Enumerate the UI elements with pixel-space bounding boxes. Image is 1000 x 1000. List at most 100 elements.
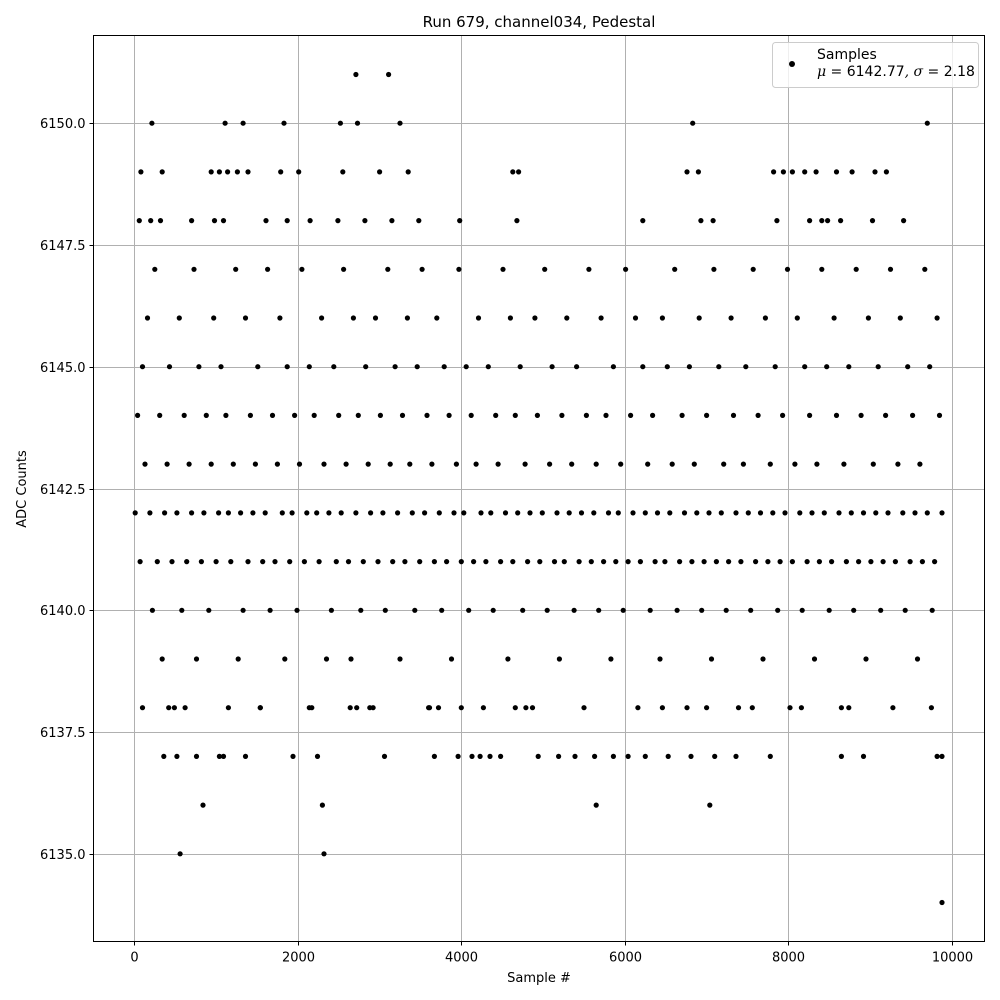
data-point <box>608 656 614 662</box>
data-point <box>296 461 303 467</box>
data-point <box>444 559 450 565</box>
data-point <box>485 364 491 370</box>
data-point <box>934 315 940 321</box>
data-point <box>939 510 945 516</box>
data-point <box>635 705 641 711</box>
data-point <box>603 412 609 418</box>
data-point <box>598 315 604 321</box>
data-point <box>613 559 619 565</box>
data-point <box>284 218 290 224</box>
data-point <box>544 607 550 613</box>
data-point <box>706 510 712 516</box>
data-point <box>149 120 155 126</box>
data-point <box>849 169 855 175</box>
data-point <box>711 266 717 272</box>
data-point <box>397 656 403 662</box>
legend-mean: 6142.77 <box>847 64 905 80</box>
data-point <box>743 364 749 370</box>
data-point <box>838 705 845 711</box>
data-point <box>716 364 722 370</box>
data-point <box>164 461 170 467</box>
data-point <box>405 169 411 175</box>
data-point <box>347 705 353 711</box>
data-point <box>157 218 164 224</box>
data-point <box>222 120 228 126</box>
data-point <box>355 412 361 418</box>
data-point <box>755 412 761 418</box>
data-point <box>448 656 455 662</box>
legend-box <box>772 42 979 88</box>
legend-sigma-prefix: , σ = <box>905 64 944 80</box>
data-point <box>642 510 648 516</box>
data-point <box>665 753 671 760</box>
data-point <box>166 705 172 711</box>
data-point <box>326 510 332 516</box>
data-point <box>389 218 395 224</box>
data-point <box>532 315 538 321</box>
data-point <box>480 705 486 711</box>
data-point <box>816 559 823 565</box>
data-point <box>208 461 214 467</box>
data-point <box>694 510 700 516</box>
data-point <box>745 510 751 516</box>
data-point <box>851 607 857 613</box>
data-point <box>382 607 388 613</box>
data-point <box>873 510 879 516</box>
data-point <box>596 607 602 613</box>
data-point <box>688 753 694 760</box>
data-point <box>628 412 634 418</box>
y-tick-label: 6140.0 <box>40 604 86 619</box>
data-point <box>652 559 658 565</box>
data-point <box>664 364 670 370</box>
data-point <box>367 705 373 711</box>
data-point <box>704 705 710 711</box>
x-axis-label: Sample # <box>507 971 571 986</box>
y-tick-label: 6147.5 <box>40 239 86 254</box>
data-point <box>136 218 142 224</box>
data-point <box>919 559 926 565</box>
data-point <box>176 315 182 321</box>
data-point <box>451 510 457 516</box>
data-point <box>350 315 356 321</box>
data-point <box>240 120 246 126</box>
data-point <box>260 559 266 565</box>
data-point <box>314 510 320 516</box>
data-point <box>372 315 379 321</box>
data-point <box>290 753 296 760</box>
data-point <box>340 169 346 175</box>
data-point <box>838 753 845 760</box>
data-point <box>858 412 864 418</box>
data-point <box>593 802 599 808</box>
y-tick-label: 6135.0 <box>40 848 86 863</box>
x-tick-label: 0 <box>130 951 138 966</box>
data-point <box>733 510 739 516</box>
data-point <box>139 364 146 370</box>
data-point <box>463 364 469 370</box>
data-point <box>650 412 656 418</box>
data-point <box>385 266 391 272</box>
data-point <box>404 315 410 321</box>
data-point <box>583 412 590 418</box>
data-point <box>475 315 482 321</box>
data-point <box>798 705 805 711</box>
data-point <box>642 753 648 760</box>
data-point <box>863 656 869 662</box>
data-point <box>434 315 440 321</box>
data-point <box>592 753 598 760</box>
data-point <box>802 364 808 370</box>
data-point <box>771 169 777 175</box>
data-point <box>760 656 766 662</box>
data-point <box>161 753 167 760</box>
data-point <box>910 412 916 418</box>
data-point <box>477 753 483 760</box>
data-point <box>554 510 560 516</box>
data-point <box>515 510 521 516</box>
data-point <box>749 705 755 711</box>
data-point <box>289 510 295 516</box>
data-point <box>939 899 945 906</box>
data-point <box>397 120 403 126</box>
data-point <box>929 607 935 613</box>
data-point <box>490 607 496 613</box>
data-point <box>439 607 445 613</box>
data-point <box>386 71 392 78</box>
